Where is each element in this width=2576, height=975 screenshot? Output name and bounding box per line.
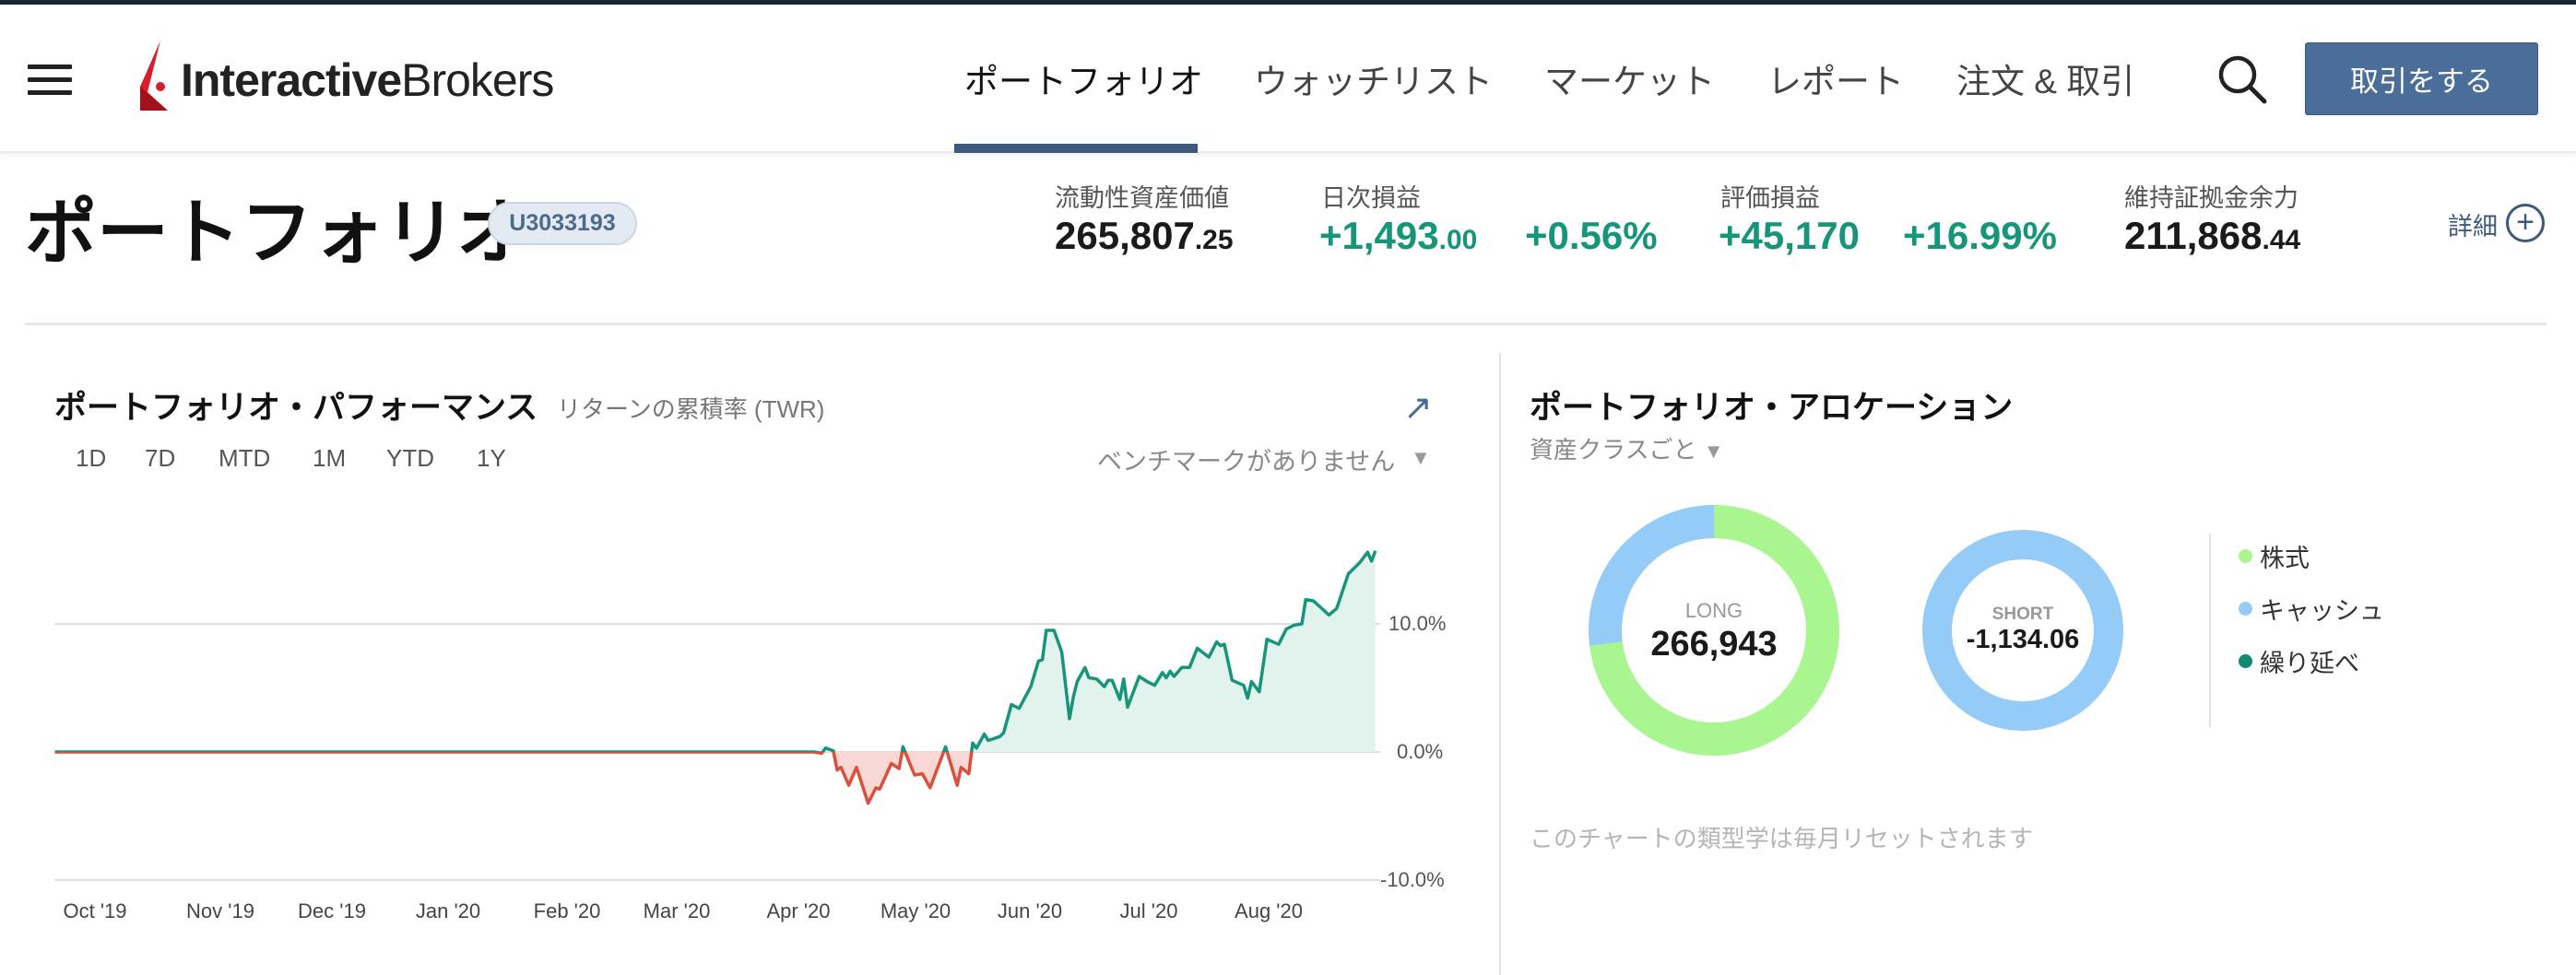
- x-tick-label: Oct '19: [63, 899, 127, 922]
- benchmark-select[interactable]: ベンチマークがありません: [1097, 448, 1396, 476]
- timeframe-1m[interactable]: 1M: [313, 444, 347, 472]
- hamburger-menu-icon[interactable]: [28, 65, 72, 96]
- timeframe-1d[interactable]: 1D: [76, 444, 107, 472]
- donut-segment-cash[interactable]: [1922, 530, 2123, 731]
- page-title: ポートフォリオ: [25, 192, 529, 273]
- trade-button[interactable]: 取引をする: [2305, 42, 2538, 115]
- timeframe-mtd[interactable]: MTD: [219, 444, 271, 472]
- legend-dot: [2239, 549, 2252, 563]
- nav-reports[interactable]: レポート: [1767, 63, 1904, 100]
- y-tick-label: 0.0%: [1397, 740, 1444, 763]
- legend-divider: [2209, 534, 2211, 727]
- x-tick-label: Jul '20: [1119, 899, 1178, 922]
- legend-label: キャッシュ: [2260, 597, 2384, 625]
- legend-dot: [2239, 654, 2252, 668]
- y-tick-label: 10.0%: [1388, 612, 1447, 635]
- account-id-badge[interactable]: U3033193: [488, 202, 637, 245]
- allocation-donuts: [1589, 505, 2123, 756]
- x-tick-label: Mar '20: [643, 899, 711, 922]
- search-icon[interactable]: [2215, 52, 2270, 107]
- group-by-select[interactable]: 資産クラスごと ▼: [1530, 431, 1724, 465]
- daily-pnl-decimals: .00: [1438, 225, 1478, 255]
- nav-portfolio[interactable]: ポートフォリオ: [964, 63, 1203, 100]
- allocation-note: このチャートの類型学は毎月リセットされます: [1530, 825, 2033, 852]
- positive-area: [54, 550, 1376, 752]
- daily-pnl-value: +1,493.00: [1319, 214, 1477, 258]
- long-label: LONG: [1684, 599, 1743, 622]
- y-tick-label: -10.0%: [1380, 868, 1445, 891]
- donut-segment-cash[interactable]: [1589, 505, 1839, 756]
- excess-main: 211,868: [2124, 214, 2263, 257]
- return-line-positive: [54, 550, 1377, 752]
- x-tick-label: Jun '20: [997, 899, 1063, 922]
- divider: [25, 323, 2546, 325]
- nav-orders-trades[interactable]: 注文 & 取引: [1956, 63, 2135, 100]
- nav-market[interactable]: マーケット: [1544, 63, 1715, 100]
- unrealized-pnl-value: +45,170: [1719, 214, 1860, 257]
- logo-text-light: Brokers: [401, 54, 554, 106]
- header: [0, 5, 2576, 153]
- daily-pnl-main: +1,493: [1319, 214, 1439, 257]
- short-label: SHORT: [1991, 605, 2054, 624]
- unrealized-pnl-percent: +16.99%: [1903, 214, 2057, 257]
- nlv-main: 265,807: [1055, 214, 1195, 257]
- nlv-decimals: .25: [1194, 225, 1234, 255]
- daily-pnl-percent: +0.56%: [1525, 214, 1658, 257]
- chevron-down-icon[interactable]: ▼: [1411, 446, 1431, 469]
- x-tick-label: Feb '20: [533, 899, 601, 922]
- return-line-negative: [54, 752, 974, 805]
- details-link[interactable]: 詳細: [2448, 213, 2498, 241]
- logo-text[interactable]: InteractiveBrokers: [181, 53, 554, 107]
- x-tick-label: Jan '20: [415, 899, 481, 922]
- allocation-legend: 株式 キャッシュ 繰り延べ: [2239, 538, 2384, 679]
- legend-label: 繰り延べ: [2260, 650, 2359, 677]
- x-tick-label: Aug '20: [1235, 899, 1303, 922]
- daily-pnl-label: 日次損益: [1321, 184, 1421, 212]
- logo-text-bold: Interactive: [181, 54, 402, 106]
- timeframe-ytd[interactable]: YTD: [386, 444, 434, 472]
- ib-logo-icon: [140, 41, 168, 111]
- legend-item-deferred[interactable]: 繰り延べ: [2239, 643, 2384, 679]
- excess-liquidity-label: 維持証拠金余力: [2124, 184, 2298, 212]
- timeframe-1y[interactable]: 1Y: [477, 444, 506, 472]
- x-tick-label: May '20: [880, 899, 951, 922]
- performance-title: ポートフォリオ・パフォーマンス: [54, 390, 538, 426]
- legend-label: 株式: [2260, 545, 2310, 572]
- excess-decimals: .44: [2262, 225, 2301, 255]
- performance-subtitle: リターンの累積率 (TWR): [557, 395, 825, 423]
- group-by-label: 資産クラスごと: [1530, 436, 1697, 464]
- legend-item-stock[interactable]: 株式: [2239, 538, 2384, 574]
- unrealized-pnl-label: 評価損益: [1720, 184, 1820, 212]
- top-bar: [0, 0, 2576, 5]
- excess-liquidity-value: 211,868.44: [2124, 214, 2300, 258]
- nlv-label: 流動性資産価値: [1055, 184, 1229, 212]
- long-value: 266,943: [1650, 625, 1778, 664]
- nav-watchlist[interactable]: ウォッチリスト: [1254, 63, 1493, 100]
- performance-chart: [54, 550, 1380, 881]
- chevron-down-icon: ▼: [1703, 440, 1724, 463]
- timeframe-7d[interactable]: 7D: [145, 444, 176, 472]
- legend-dot: [2239, 602, 2252, 616]
- active-nav-indicator: [954, 144, 1198, 153]
- x-tick-label: Apr '20: [766, 899, 831, 922]
- x-tick-label: Nov '19: [186, 899, 254, 922]
- allocation-title: ポートフォリオ・アロケーション: [1530, 390, 2014, 426]
- x-tick-label: Dec '19: [298, 899, 366, 922]
- short-value: -1,134.06: [1966, 625, 2080, 654]
- expand-plus-icon[interactable]: +: [2506, 204, 2545, 242]
- nlv-value: 265,807.25: [1055, 214, 1234, 258]
- open-external-arrow-icon[interactable]: ↗: [1403, 389, 1433, 428]
- legend-item-cash[interactable]: キャッシュ: [2239, 591, 2384, 627]
- panel-divider: [1499, 353, 1501, 975]
